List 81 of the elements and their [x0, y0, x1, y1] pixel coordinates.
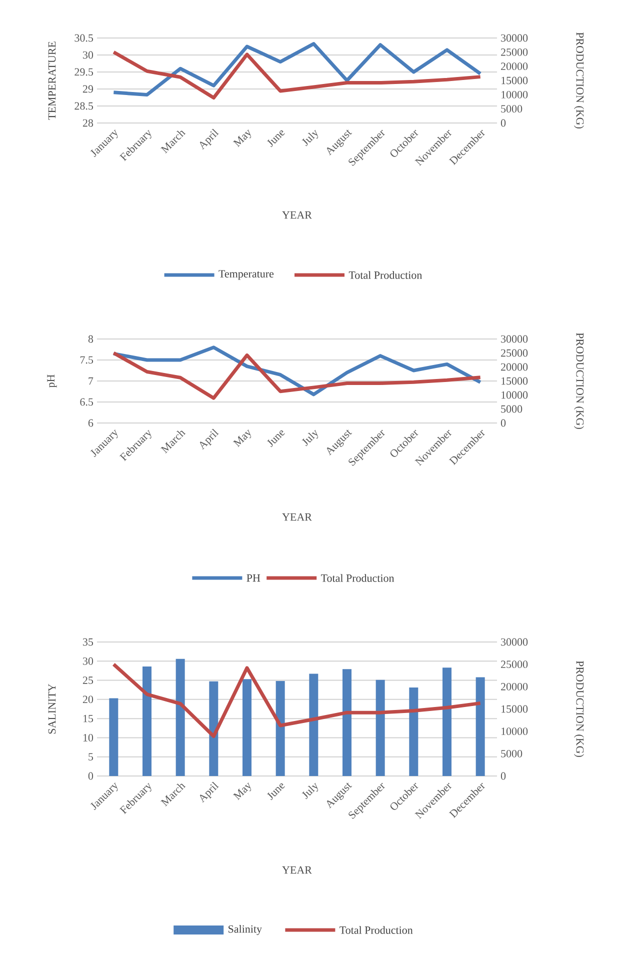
x-tick-label: July — [302, 782, 318, 800]
y-tick-label: 29 — [82, 85, 94, 93]
line-series — [112, 50, 482, 100]
bar — [309, 674, 318, 776]
y2-tick-label: 15000 — [502, 705, 528, 713]
y2-tick-label: 25000 — [501, 660, 528, 668]
bar — [376, 680, 385, 776]
y-tick-label: 7 — [88, 377, 94, 385]
y2-tick-label: 5000 — [501, 105, 522, 113]
y2-axis-title: PRODUCTION (KG) — [574, 32, 584, 128]
bar — [109, 698, 118, 776]
y-tick-label: 5 — [88, 753, 94, 761]
x-tick-label: June — [266, 130, 285, 148]
y2-axis-title: PRODUCTION (KG) — [574, 660, 584, 757]
x-axis-title: YEAR — [282, 211, 312, 219]
y-tick-label: 0 — [88, 772, 94, 780]
line-series — [112, 346, 482, 396]
y-tick-label: 7.5 — [80, 356, 94, 364]
y2-tick-label: 0 — [500, 419, 506, 427]
y-tick-label: 28 — [82, 119, 94, 127]
bar — [242, 679, 252, 776]
y2-tick-label: 0 — [500, 772, 506, 780]
y2-axis-title: PRODUCTION (KG) — [574, 332, 584, 429]
x-tick-label: July — [302, 130, 318, 146]
line-series — [112, 351, 482, 400]
legend-label: Temperature — [218, 270, 274, 280]
bar — [342, 669, 352, 776]
legend-label: Total Production — [321, 574, 394, 582]
y2-tick-label: 20000 — [501, 62, 528, 70]
y2-tick-label: 0 — [500, 119, 506, 127]
y-tick-label: 29.5 — [74, 68, 94, 76]
y-tick-label: 6.5 — [80, 398, 94, 406]
x-tick-label: May — [232, 130, 252, 148]
y-axis-title: TEMPERATURE — [48, 42, 56, 120]
y2-tick-label: 15000 — [502, 377, 528, 385]
x-tick-label: July — [302, 430, 318, 446]
y2-tick-label: 10000 — [502, 90, 528, 98]
x-tick-label: June — [266, 783, 285, 800]
line-series — [112, 662, 482, 738]
bar — [176, 658, 185, 776]
y2-tick-label: 30000 — [501, 335, 528, 343]
bar — [142, 666, 152, 776]
x-tick-label: May — [232, 430, 252, 448]
x-axis-title: YEAR — [282, 866, 312, 874]
y-tick-label: 6 — [88, 419, 94, 427]
x-tick-label: May — [232, 782, 252, 800]
bar — [209, 681, 218, 776]
y2-tick-label: 25000 — [501, 48, 528, 56]
y-tick-label: 28.5 — [74, 102, 94, 110]
y2-tick-label: 15000 — [502, 76, 528, 84]
x-axis-title: YEAR — [282, 513, 312, 521]
y2-tick-label: 5000 — [501, 750, 522, 758]
y-axis-title: pH — [47, 374, 57, 388]
legend-label: PH — [246, 574, 260, 582]
y-tick-label: 20 — [82, 696, 94, 704]
legend-label: Salinity — [228, 925, 262, 935]
x-tick-label: June — [266, 430, 285, 448]
y2-tick-label: 10000 — [502, 391, 528, 399]
y-tick-label: 10 — [83, 734, 94, 742]
y-tick-label: 30.5 — [74, 34, 94, 42]
bar — [476, 677, 485, 776]
y2-tick-label: 5000 — [501, 405, 522, 413]
y2-tick-label: 30000 — [501, 34, 528, 42]
y2-tick-label: 10000 — [502, 728, 528, 736]
y2-tick-label: 25000 — [501, 349, 528, 357]
legend-label: Total Production — [340, 926, 413, 934]
y2-tick-label: 30000 — [501, 638, 528, 646]
bar — [276, 681, 285, 776]
y-tick-label: 35 — [83, 638, 94, 646]
bar — [442, 668, 452, 776]
y2-tick-label: 20000 — [501, 682, 528, 690]
y-tick-label: 25 — [82, 676, 94, 684]
line-series — [112, 42, 482, 97]
y-tick-label: 8 — [88, 335, 94, 343]
y2-tick-label: 20000 — [501, 363, 528, 371]
y-axis-title: SALINITY — [48, 684, 56, 734]
y-tick-label: 15 — [83, 714, 94, 722]
y-tick-label: 30 — [83, 657, 94, 665]
y-tick-label: 30 — [83, 51, 94, 59]
bar — [409, 688, 418, 776]
legend-label: Total Production — [348, 271, 422, 279]
